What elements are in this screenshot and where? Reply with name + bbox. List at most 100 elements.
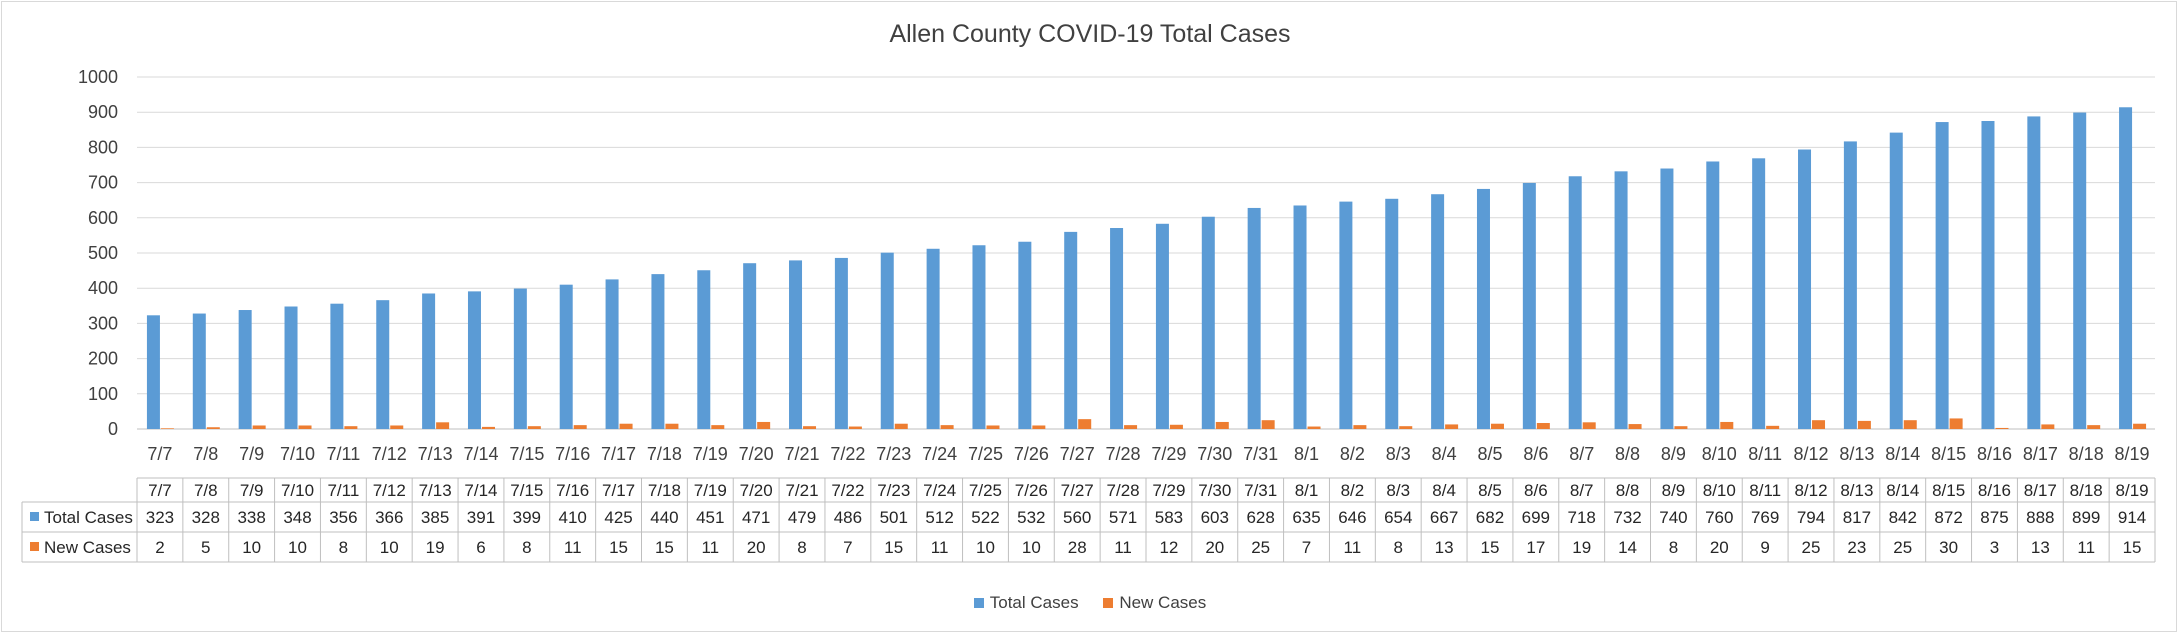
y-tick-label: 0: [108, 419, 118, 439]
table-cell: 15: [884, 538, 903, 557]
bar-total-cases: [1614, 171, 1628, 429]
bar-total-cases: [2027, 116, 2041, 429]
table-header-cell: 7/13: [419, 481, 452, 500]
bar-total-cases: [1706, 161, 1720, 430]
table-header-cell: 7/15: [510, 481, 543, 500]
bar-total-cases: [880, 252, 894, 429]
table-cell: 11: [564, 538, 582, 557]
y-axis-ticks: 0 100 200 300 400 500 600 700 800 900 1000: [78, 67, 118, 439]
x-tick-label: 8/4: [1432, 444, 1457, 464]
bar-total-cases: [1889, 132, 1903, 429]
table-header-cell: 7/18: [648, 481, 681, 500]
x-tick-label: 7/30: [1197, 444, 1232, 464]
table-header-cell: 7/29: [1152, 481, 1185, 500]
x-tick-label: 7/22: [830, 444, 865, 464]
table-cell: 25: [1251, 538, 1270, 557]
table-header-cell: 8/7: [1570, 481, 1594, 500]
x-tick-label: 8/17: [2023, 444, 2058, 464]
table-cell: 13: [2031, 538, 2050, 557]
table-cell: 25: [1893, 538, 1912, 557]
table-cell: 19: [426, 538, 445, 557]
bar-new-cases: [1903, 420, 1917, 429]
table-header-cell: 7/21: [785, 481, 818, 500]
x-tick-label: 7/31: [1243, 444, 1278, 464]
x-tick-label: 7/9: [239, 444, 264, 464]
x-tick-label: 7/16: [555, 444, 590, 464]
x-tick-label: 8/5: [1477, 444, 1502, 464]
table-cell: 872: [1934, 508, 1962, 527]
x-tick-label: 8/18: [2069, 444, 2104, 464]
x-tick-label: 7/11: [327, 444, 361, 464]
table-cell: 635: [1292, 508, 1320, 527]
x-tick-label: 7/21: [784, 444, 819, 464]
bar-total-cases: [1293, 205, 1307, 429]
y-tick-label: 300: [88, 313, 118, 333]
x-tick-label: 7/17: [601, 444, 636, 464]
bar-new-cases: [1307, 426, 1321, 429]
table-cell: 10: [1022, 538, 1041, 557]
bar-new-cases: [940, 425, 954, 429]
table-cell: 356: [329, 508, 357, 527]
bar-new-cases: [986, 425, 1000, 429]
bar-new-cases: [527, 426, 541, 429]
table-header-cell: 8/19: [2116, 481, 2149, 500]
table-cell: 425: [604, 508, 632, 527]
bar-total-cases: [1522, 182, 1536, 429]
table-header-cell: 7/11: [327, 481, 359, 500]
x-tick-label: 7/29: [1151, 444, 1186, 464]
x-tick-label: 8/13: [1839, 444, 1874, 464]
table-cell: 11: [2077, 538, 2095, 557]
table-cell: 9: [1760, 538, 1769, 557]
table-cell: 603: [1201, 508, 1229, 527]
bar-total-cases: [1201, 216, 1215, 429]
x-tick-label: 7/14: [463, 444, 498, 464]
table-header-cell: 7/22: [831, 481, 864, 500]
bar-new-cases: [1169, 424, 1183, 429]
x-tick-label: 8/12: [1793, 444, 1828, 464]
bar-new-cases: [1628, 424, 1642, 429]
bar-new-cases: [1857, 420, 1871, 429]
bar-total-cases: [697, 270, 711, 429]
y-tick-label: 200: [88, 349, 118, 369]
y-tick-label: 500: [88, 243, 118, 263]
table-cell: 8: [797, 538, 806, 557]
table-cell: 740: [1659, 508, 1687, 527]
table-header-cell: 8/10: [1703, 481, 1736, 500]
table-cell: 522: [971, 508, 999, 527]
table-cell: 512: [925, 508, 953, 527]
bar-new-cases: [1215, 421, 1229, 429]
x-tick-label: 8/1: [1294, 444, 1319, 464]
table-cell: 30: [1939, 538, 1958, 557]
table-cell: 875: [1980, 508, 2008, 527]
bar-new-cases: [1582, 422, 1596, 429]
table-cell: 769: [1751, 508, 1779, 527]
table-cell: 10: [380, 538, 399, 557]
table-cell: 718: [1568, 508, 1596, 527]
table-cell: 11: [1344, 538, 1362, 557]
table-cell: 323: [146, 508, 174, 527]
bar-new-cases: [2041, 424, 2055, 429]
y-tick-label: 100: [88, 384, 118, 404]
x-tick-label: 8/9: [1661, 444, 1686, 464]
bar-new-cases: [481, 426, 495, 429]
table-cell: 914: [2118, 508, 2146, 527]
legend-label-total: Total Cases: [989, 593, 1079, 612]
bar-total-cases: [1339, 201, 1353, 429]
table-header-cell: 8/5: [1478, 481, 1502, 500]
bar-total-cases: [146, 315, 160, 429]
table-cell: 2: [155, 538, 164, 557]
table-cell: 15: [655, 538, 674, 557]
table-cell: 571: [1109, 508, 1137, 527]
table-cell: 560: [1063, 508, 1091, 527]
table-cell: 20: [1710, 538, 1729, 557]
table-row-label: Total Cases: [44, 508, 133, 527]
x-tick-label: 8/14: [1885, 444, 1920, 464]
bar-new-cases: [1812, 420, 1826, 429]
table-header-cell: 7/26: [1015, 481, 1048, 500]
x-tick-label: 8/3: [1386, 444, 1411, 464]
y-tick-label: 600: [88, 208, 118, 228]
legend-label-new: New Cases: [1119, 593, 1207, 612]
table-cell: 23: [1847, 538, 1866, 557]
